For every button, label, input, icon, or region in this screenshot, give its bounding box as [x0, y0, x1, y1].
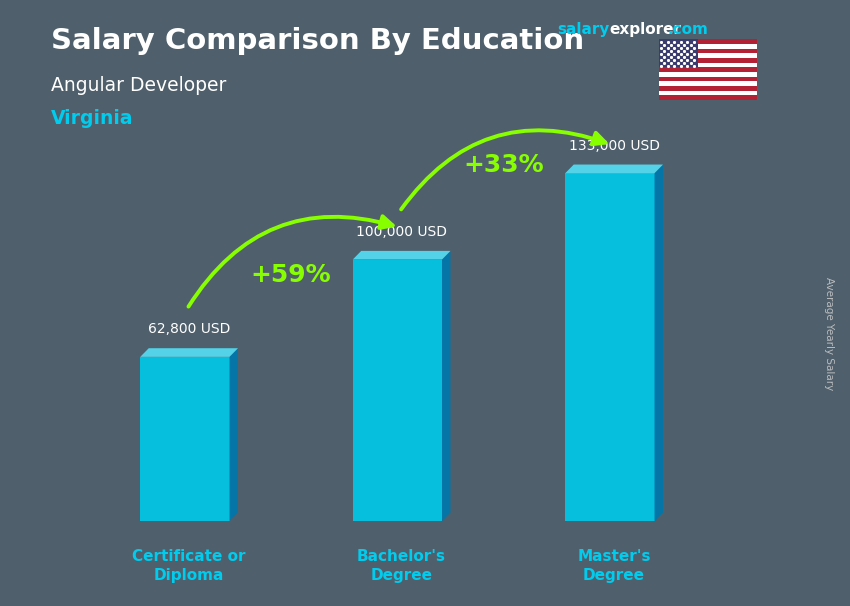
Bar: [659, 58, 756, 62]
Polygon shape: [353, 251, 451, 259]
Text: Average Yearly Salary: Average Yearly Salary: [824, 277, 834, 390]
Text: .com: .com: [667, 22, 708, 38]
Bar: [140, 357, 230, 521]
Polygon shape: [230, 348, 238, 521]
Polygon shape: [654, 165, 663, 521]
Text: Angular Developer: Angular Developer: [51, 76, 226, 95]
Text: explorer: explorer: [609, 22, 682, 38]
Bar: [659, 77, 756, 81]
Text: 100,000 USD: 100,000 USD: [356, 225, 447, 239]
Text: Salary Comparison By Education: Salary Comparison By Education: [51, 27, 584, 55]
Bar: [659, 72, 756, 77]
Bar: [565, 173, 654, 521]
Bar: [659, 48, 756, 53]
Polygon shape: [442, 251, 450, 521]
Text: Certificate or
Diploma: Certificate or Diploma: [133, 548, 246, 584]
Bar: [659, 39, 756, 44]
Text: Master's
Degree: Master's Degree: [577, 548, 651, 584]
Text: salary: salary: [557, 22, 609, 38]
Bar: [659, 39, 698, 67]
Bar: [659, 86, 756, 91]
Bar: [659, 62, 756, 67]
Bar: [659, 53, 756, 58]
Bar: [659, 81, 756, 86]
FancyArrowPatch shape: [401, 130, 605, 210]
Polygon shape: [565, 165, 663, 173]
Text: 62,800 USD: 62,800 USD: [148, 322, 230, 336]
Bar: [353, 259, 442, 521]
Text: Bachelor's
Degree: Bachelor's Degree: [357, 548, 446, 584]
Polygon shape: [140, 348, 238, 357]
Bar: [659, 95, 756, 100]
Bar: [659, 67, 756, 72]
Text: 133,000 USD: 133,000 USD: [569, 139, 660, 153]
Text: +33%: +33%: [463, 153, 544, 178]
Bar: [659, 44, 756, 48]
Bar: [659, 91, 756, 95]
Text: Virginia: Virginia: [51, 109, 133, 128]
FancyArrowPatch shape: [189, 216, 393, 307]
Text: +59%: +59%: [251, 263, 332, 287]
